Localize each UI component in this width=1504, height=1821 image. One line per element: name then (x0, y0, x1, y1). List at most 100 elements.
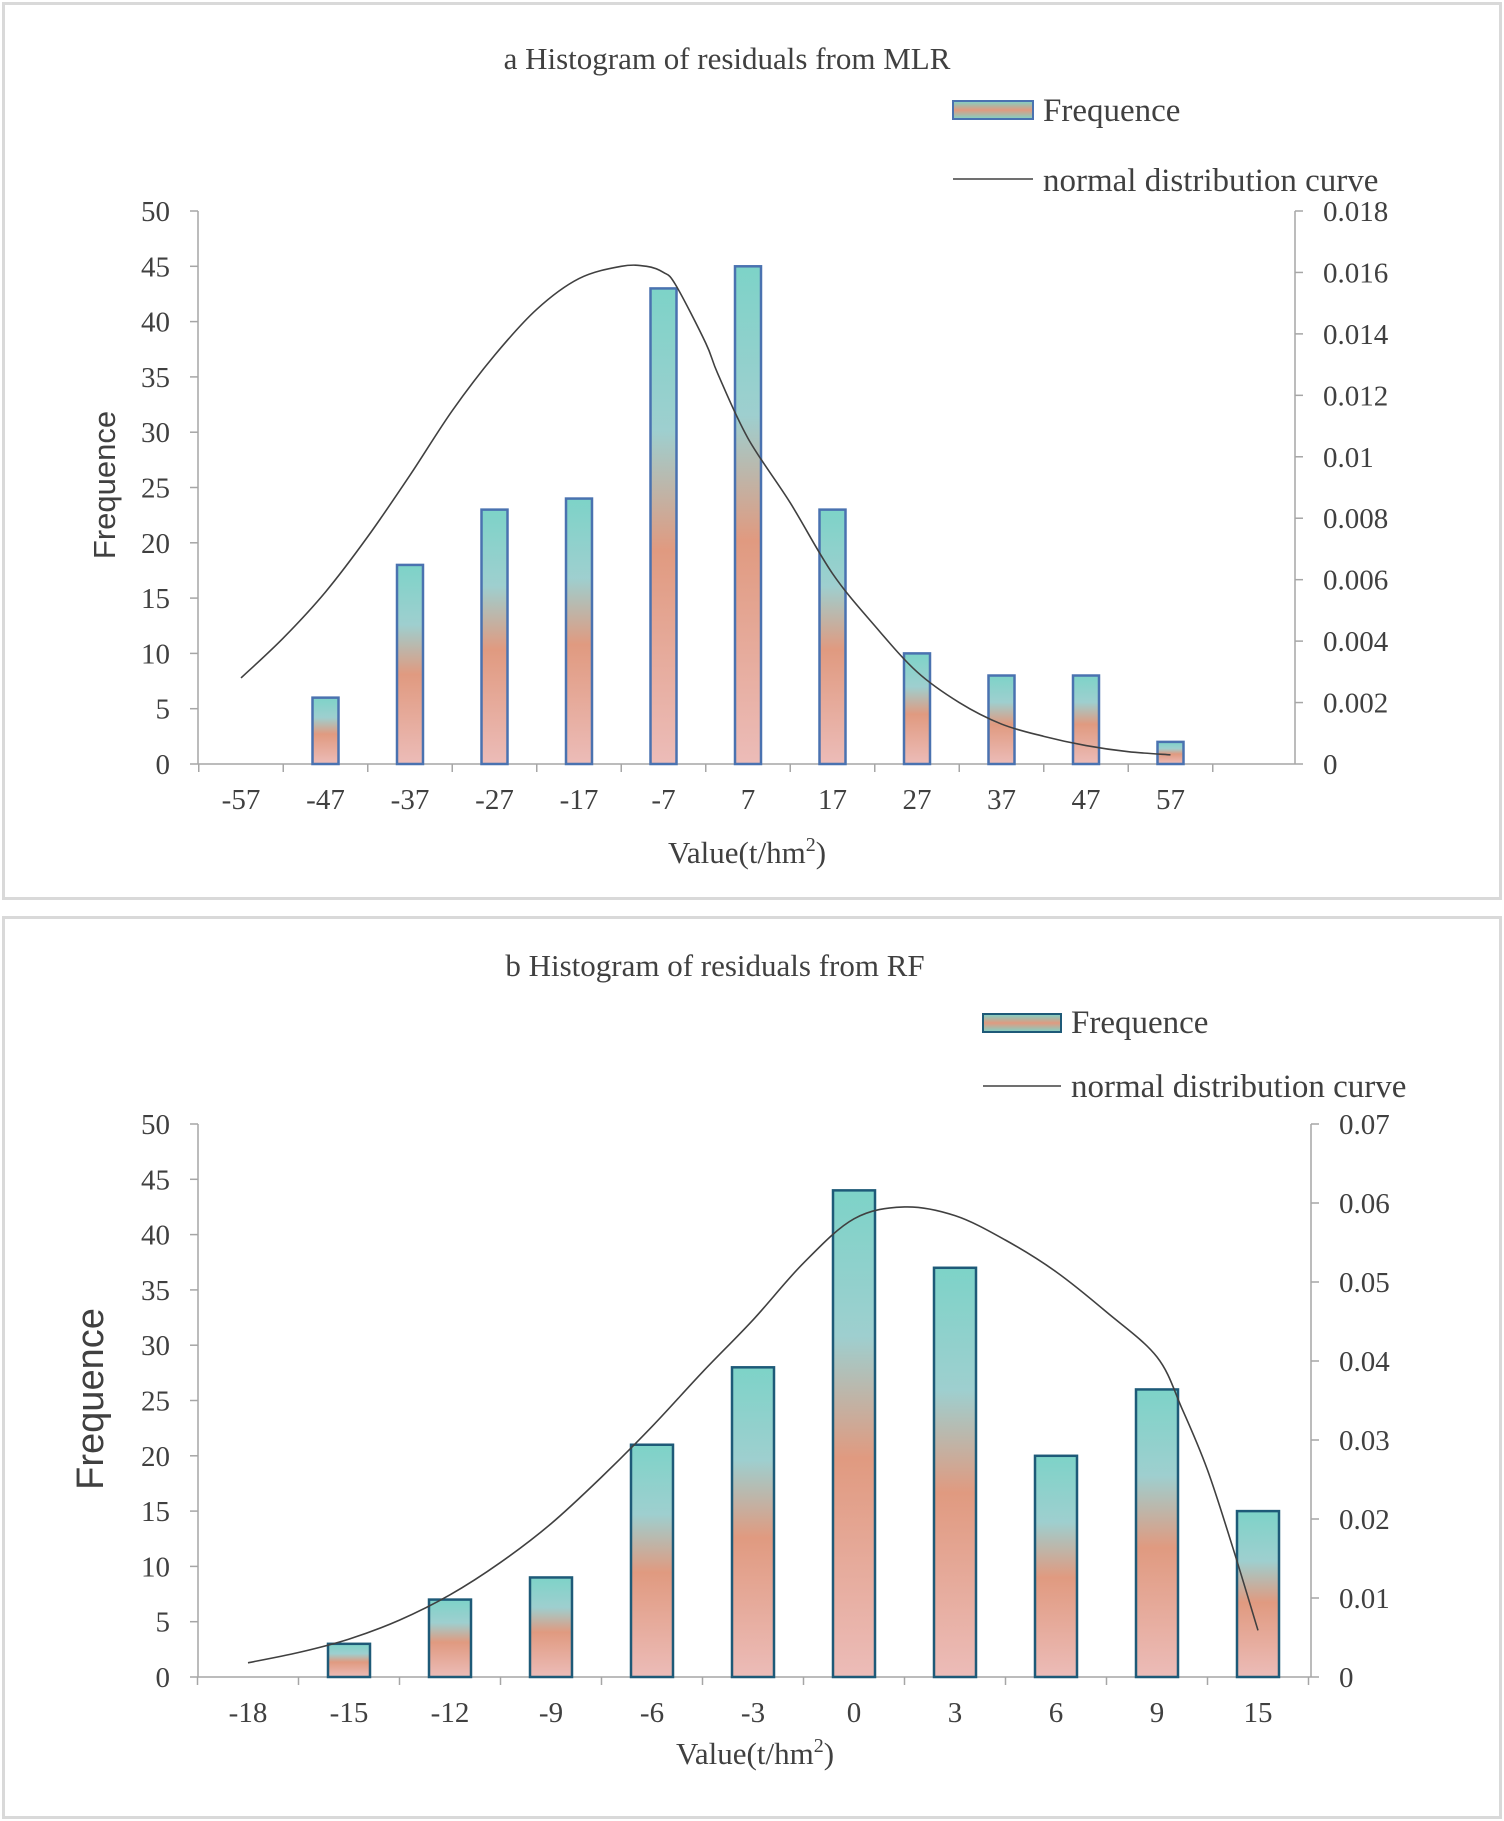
histogram-bar (1033, 1454, 1079, 1679)
x-tick-label: 6 (1049, 1697, 1064, 1729)
x-tick-label: -37 (391, 784, 430, 816)
y-tick-label: 50 (141, 1109, 170, 1141)
histogram-bar (427, 1598, 473, 1679)
x-tick-label: -17 (560, 784, 599, 816)
histogram-bar (733, 265, 763, 766)
histogram-bar (1156, 740, 1185, 766)
chart-b-legend: Frequence normal distribution curve (982, 1005, 1406, 1105)
histogram-bar (932, 1266, 978, 1679)
x-tick-label: -18 (229, 1697, 268, 1729)
y-tick-label: 15 (141, 1496, 170, 1528)
y-tick-label: 10 (141, 638, 170, 670)
y-tick-label: 10 (141, 1551, 170, 1583)
chart-panel-b: b Histogram of residuals from RF Frequen… (2, 916, 1502, 1819)
x-tick-label: -12 (431, 1697, 470, 1729)
x-tick-label: -15 (330, 1697, 369, 1729)
histogram-bar (528, 1576, 574, 1679)
histogram-bar (902, 652, 932, 766)
y2-tick-label: 0.07 (1339, 1109, 1390, 1141)
chart-a-x-axis-title: Value(t/hm2) (668, 834, 826, 870)
y-tick-label: 50 (141, 196, 170, 228)
chart-b-title: b Histogram of residuals from RF (505, 948, 924, 983)
x-tick-label: -6 (640, 1697, 664, 1729)
y-tick-label: 0 (156, 1662, 171, 1694)
y2-tick-label: 0.002 (1323, 688, 1388, 720)
y2-tick-label: 0.05 (1339, 1267, 1390, 1299)
x-tick-label: 0 (847, 1697, 862, 1729)
legend-a-line-label: normal distribution curve (1043, 163, 1378, 199)
y-tick-label: 35 (141, 362, 170, 394)
x-tick-label: -57 (222, 784, 261, 816)
y2-tick-label: 0.012 (1323, 380, 1388, 412)
chart-a-legend: Frequence normal distribution curve (952, 93, 1378, 199)
histogram-bar (629, 1443, 675, 1679)
x-tick-label: 9 (1150, 1697, 1165, 1729)
y2-tick-label: 0 (1323, 749, 1338, 781)
chart-a-plot: 0 5 10 15 20 25 30 35 40 45 50 0 0.002 0.004 0.006 0.00… (141, 196, 1389, 816)
x-tick-label: -47 (306, 784, 345, 816)
y-tick-label: 20 (141, 1441, 170, 1473)
x-tick-label: -7 (651, 784, 675, 816)
y-tick-label: 35 (141, 1275, 170, 1307)
y2-tick-label: 0.03 (1339, 1425, 1390, 1457)
histogram-bar (1134, 1388, 1180, 1679)
y-tick-label: 30 (141, 417, 170, 449)
histogram-bar (326, 1642, 372, 1679)
legend-b-bar-swatch (982, 1013, 1062, 1033)
histogram-bar (480, 508, 509, 766)
histogram-bar (1071, 674, 1101, 766)
normal-distribution-curve (247, 1206, 1259, 1664)
legend-b-line-label: normal distribution curve (1071, 1069, 1406, 1105)
x-tick-label: 37 (987, 784, 1016, 816)
x-tick-label: -9 (539, 1697, 563, 1729)
y-tick-label: 20 (141, 528, 170, 560)
y2-tick-label: 0.018 (1323, 196, 1388, 228)
y-tick-label: 45 (141, 251, 170, 283)
histogram-bar (831, 1189, 877, 1679)
chart-b-x-axis-title: Value(t/hm2) (676, 1735, 834, 1771)
y-tick-label: 40 (141, 1220, 170, 1252)
y2-tick-label: 0.02 (1339, 1504, 1390, 1536)
x-tick-label: -27 (475, 784, 514, 816)
y-tick-label: 0 (156, 749, 171, 781)
y2-tick-label: 0.04 (1339, 1346, 1390, 1378)
chart-a-title: a Histogram of residuals from MLR (504, 41, 951, 76)
histogram-bar (564, 497, 594, 766)
histogram-bar (730, 1366, 776, 1679)
chart-b-y-axis-title: Frequence (70, 1308, 112, 1490)
x-tick-label: 3 (948, 1697, 963, 1729)
legend-a-bar-label: Frequence (1043, 93, 1180, 129)
x-tick-label: 17 (818, 784, 847, 816)
y-tick-label: 5 (156, 694, 171, 726)
y2-tick-label: 0.06 (1339, 1188, 1390, 1220)
y-tick-label: 5 (156, 1607, 171, 1639)
y-tick-label: 15 (141, 583, 170, 615)
y2-tick-label: 0.006 (1323, 565, 1388, 597)
y2-tick-label: 0 (1339, 1662, 1354, 1694)
x-tick-label: 7 (741, 784, 756, 816)
histogram-bar (818, 508, 847, 766)
y2-tick-label: 0.008 (1323, 503, 1388, 535)
x-tick-label: 27 (903, 784, 932, 816)
histogram-bar (1235, 1509, 1281, 1679)
y-tick-label: 45 (141, 1164, 170, 1196)
x-tick-label: 47 (1072, 784, 1101, 816)
histogram-bar (395, 563, 425, 766)
y2-tick-label: 0.01 (1323, 442, 1374, 474)
legend-b-bar-label: Frequence (1071, 1005, 1208, 1041)
y-tick-label: 25 (141, 1386, 170, 1418)
chart-a-svg: a Histogram of residuals from MLR Freque… (87, 41, 1389, 870)
histogram-bar (311, 696, 340, 766)
x-tick-label: -3 (741, 1697, 765, 1729)
x-tick-label: 15 (1244, 1697, 1273, 1729)
y2-tick-label: 0.004 (1323, 626, 1389, 658)
y-tick-label: 30 (141, 1330, 170, 1362)
chart-panel-a: a Histogram of residuals from MLR Freque… (2, 2, 1502, 900)
legend-a-bar-swatch (952, 100, 1034, 120)
histogram-bar (649, 287, 678, 766)
chart-a-y-axis-title: Frequence (87, 411, 122, 559)
x-tick-label: 57 (1156, 784, 1185, 816)
y-tick-label: 25 (141, 473, 170, 505)
chart-b-svg: b Histogram of residuals from RF Frequen… (70, 948, 1406, 1771)
y2-tick-label: 0.014 (1323, 319, 1389, 351)
